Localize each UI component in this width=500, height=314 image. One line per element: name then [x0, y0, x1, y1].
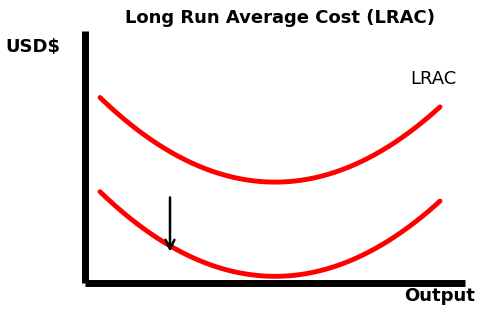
Text: Output: Output [404, 287, 475, 305]
Text: LRAC: LRAC [410, 69, 456, 88]
Text: Long Run Average Cost (LRAC): Long Run Average Cost (LRAC) [125, 9, 435, 27]
Text: USD$: USD$ [5, 38, 60, 56]
